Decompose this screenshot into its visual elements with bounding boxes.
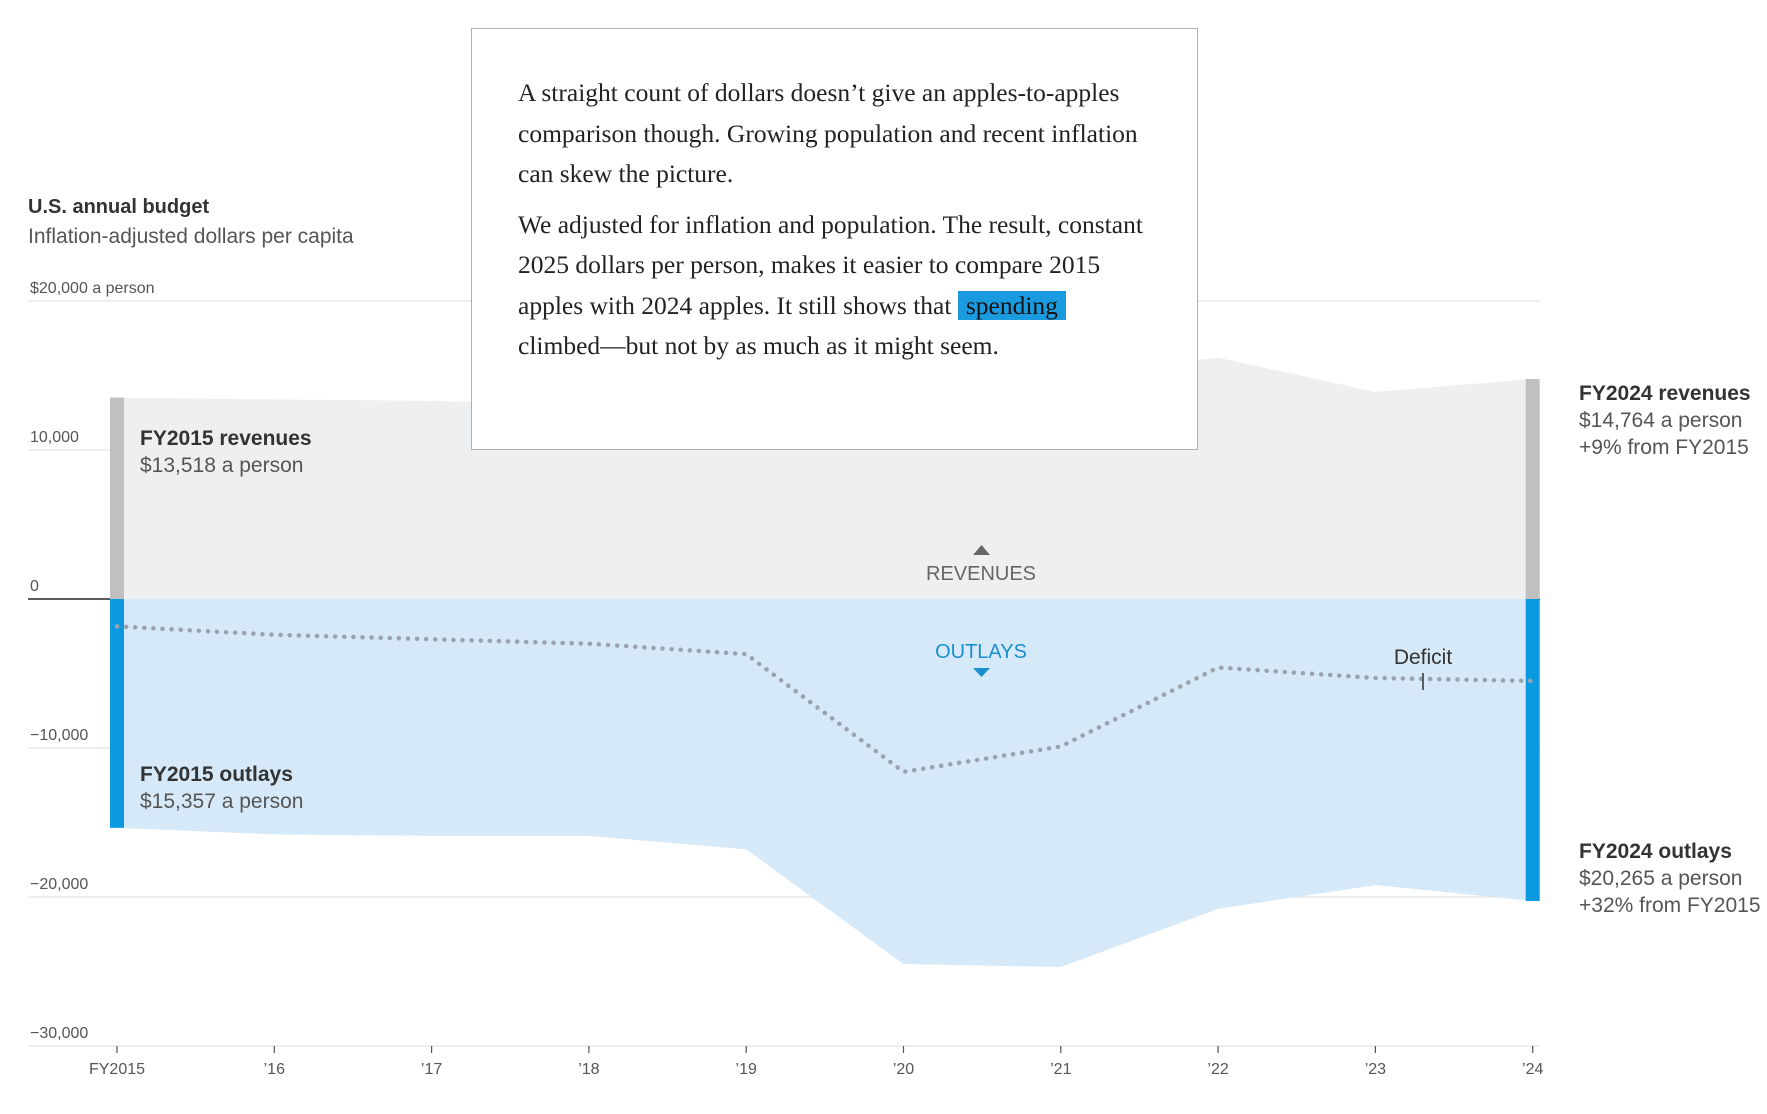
fy2015-revenues-bar bbox=[110, 397, 124, 599]
y-tick-label: −10,000 bbox=[30, 727, 88, 744]
fy2015-outlays-bar bbox=[110, 599, 124, 828]
line-layer bbox=[114, 624, 1535, 775]
deficit-label: Deficit bbox=[1394, 646, 1453, 669]
y-tick-label: $20,000 a person bbox=[30, 280, 155, 297]
annotation-value: $20,265 a person bbox=[1579, 867, 1743, 890]
story-paragraph-1: A straight count of dollars doesn’t give… bbox=[518, 78, 1138, 188]
annotation-fy2024-outlays: FY2024 outlays $20,265 a person +32% fro… bbox=[1579, 838, 1761, 919]
label-layer: REVENUES OUTLAYS Deficit bbox=[926, 545, 1452, 690]
spending-highlight: spending bbox=[957, 290, 1066, 320]
annotation-fy2015-revenues: FY2015 revenues $13,518 a person bbox=[140, 425, 312, 479]
y-tick-label: 10,000 bbox=[30, 429, 79, 446]
story-text-before: We adjusted for inflation and population… bbox=[518, 209, 1143, 320]
x-tick-label: ’20 bbox=[893, 1061, 914, 1078]
annotation-head: FY2024 revenues bbox=[1579, 382, 1751, 405]
chart-title: U.S. annual budget bbox=[28, 196, 210, 218]
story-text-after: climbed—but not by as much as it might s… bbox=[518, 331, 999, 360]
annotation-fy2015-outlays: FY2015 outlays $15,357 a person bbox=[140, 761, 303, 815]
chart-subtitle: Inflation-adjusted dollars per capita bbox=[28, 225, 354, 248]
outlays-arrow-icon bbox=[973, 668, 990, 677]
annotation-value: $15,357 a person bbox=[140, 790, 304, 813]
annotation-value: $14,764 a person bbox=[1579, 409, 1743, 432]
x-tick-label: ’19 bbox=[736, 1061, 757, 1078]
x-tick-label: ’24 bbox=[1522, 1061, 1543, 1078]
revenues-arrow-icon bbox=[973, 545, 990, 555]
x-tick-label: ’17 bbox=[421, 1061, 442, 1078]
annotation-change: +9% from FY2015 bbox=[1579, 436, 1749, 459]
x-tick-label: FY2015 bbox=[89, 1061, 145, 1078]
x-tick-label: ’18 bbox=[578, 1061, 599, 1078]
y-tick-label: 0 bbox=[30, 578, 39, 595]
tick-layer: $20,000 a person 10,000 0 −10,000 −20,000 −30… bbox=[30, 280, 1543, 1078]
deficit-line bbox=[114, 624, 1535, 775]
annotation-head: FY2024 outlays bbox=[1579, 840, 1732, 863]
y-tick-label: −20,000 bbox=[30, 876, 88, 893]
outlays-area bbox=[117, 599, 1533, 968]
x-tick-label: ’23 bbox=[1365, 1061, 1386, 1078]
annotation-head: FY2015 outlays bbox=[140, 763, 293, 786]
annotation-head: FY2015 revenues bbox=[140, 427, 312, 450]
outlays-label: OUTLAYS bbox=[935, 641, 1027, 663]
annotation-value: $13,518 a person bbox=[140, 454, 304, 477]
x-tick-label: ’21 bbox=[1050, 1061, 1071, 1078]
y-tick-label: −30,000 bbox=[30, 1025, 88, 1042]
annotation-change: +32% from FY2015 bbox=[1579, 894, 1761, 917]
story-paragraph-2: We adjusted for inflation and population… bbox=[518, 205, 1151, 367]
annotation-fy2024-revenues: FY2024 revenues $14,764 a person +9% fro… bbox=[1579, 380, 1751, 461]
story-text-box: A straight count of dollars doesn’t give… bbox=[471, 28, 1198, 450]
revenues-label: REVENUES bbox=[926, 563, 1036, 585]
fy2024-outlays-bar bbox=[1525, 599, 1540, 901]
x-tick-label: ’16 bbox=[264, 1061, 285, 1078]
x-tick-label: ’22 bbox=[1207, 1061, 1228, 1078]
fy2024-revenues-bar bbox=[1525, 379, 1540, 599]
bar-layer bbox=[110, 379, 1540, 901]
